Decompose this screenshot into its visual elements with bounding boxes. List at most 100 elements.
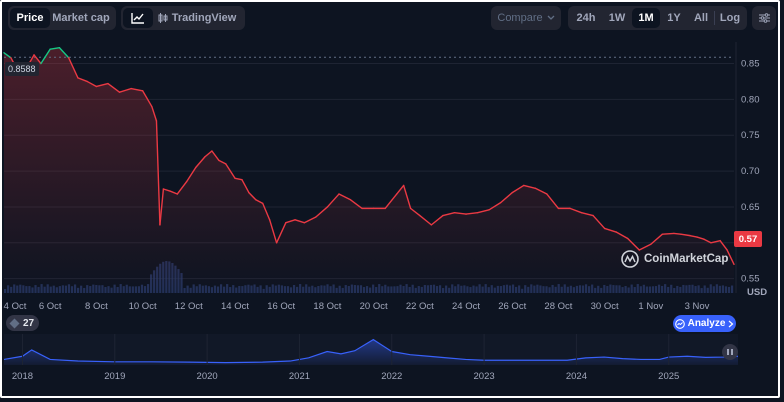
- price-line-segment: [603, 227, 617, 233]
- price-line-segment: [499, 191, 513, 204]
- price-line-segment: [195, 156, 206, 169]
- history-line: [3, 338, 739, 364]
- price-line-segment: [638, 243, 652, 251]
- price-line-segment: [155, 120, 161, 226]
- line-chart-button[interactable]: [123, 8, 153, 28]
- price-line-segment: [225, 163, 236, 179]
- price-line-segment: [49, 47, 61, 50]
- price-line-segment: [118, 87, 132, 93]
- tab-market-cap[interactable]: Market cap: [52, 12, 110, 24]
- price-line-segment: [218, 159, 227, 165]
- analyze-button[interactable]: Analyze: [673, 315, 736, 332]
- price-line-segment: [176, 181, 188, 195]
- price-line-segment: [726, 249, 735, 266]
- price-line-segment: [130, 87, 144, 92]
- x-tick-label: 22 Oct: [406, 301, 434, 312]
- history-tick-label: 2021: [289, 371, 310, 382]
- range-24h[interactable]: 24h: [576, 12, 596, 24]
- price-line-segment: [326, 193, 340, 208]
- y-axis: 0.850.800.750.700.650.600.55: [741, 59, 760, 285]
- coinmarketcap-logo-icon: [621, 250, 639, 268]
- x-tick-label: 6 Oct: [39, 301, 62, 312]
- price-line-segment: [58, 47, 70, 59]
- log-scale-button[interactable]: Log: [719, 12, 741, 24]
- price-line-segment: [162, 188, 172, 192]
- price-series: [3, 47, 735, 293]
- history-tick-label: 2018: [12, 371, 33, 382]
- price-line-segment: [719, 239, 728, 251]
- price-line-segment: [107, 82, 121, 93]
- x-tick-label: 20 Oct: [360, 301, 388, 312]
- price-line-segment: [710, 239, 721, 244]
- price-line-segment: [77, 77, 88, 83]
- price-line-segment: [430, 214, 444, 226]
- x-axis: 4 Oct 6 Oct 8 Oct 10 Oct 12 Oct 14 Oct 16 Oct 1…: [4, 301, 710, 312]
- chevron-down-icon: [547, 15, 555, 20]
- price-line-segment: [338, 193, 352, 201]
- tradingview-label: TradingView: [171, 12, 237, 24]
- history-tick-label: 2024: [566, 371, 587, 382]
- history-tick-label: 2022: [381, 371, 402, 382]
- price-line-segment: [211, 150, 220, 162]
- history-tick-label: 2023: [474, 371, 495, 382]
- price-line-segment: [95, 82, 109, 88]
- price-line-segment: [248, 191, 257, 201]
- price-line-segment: [294, 219, 306, 224]
- settings-button[interactable]: [752, 6, 776, 30]
- history-tick-label: 2020: [197, 371, 218, 382]
- events-badge[interactable]: 27: [6, 315, 40, 331]
- price-line-segment: [67, 57, 79, 79]
- x-tick-label: 30 Oct: [591, 301, 619, 312]
- history-navigator[interactable]: [3, 334, 739, 365]
- price-line-segment: [141, 90, 153, 108]
- history-axis: 2018 2019 2020 2021 2022 2023 2024 2025: [12, 334, 679, 382]
- x-tick-label: 24 Oct: [452, 301, 480, 312]
- analyze-label: Analyze: [687, 318, 726, 329]
- price-line-segment: [453, 211, 467, 215]
- price-marketcap-toggle: Price Market cap: [8, 6, 116, 30]
- price-line-segment: [419, 214, 433, 226]
- compare-dropdown[interactable]: Compare: [491, 6, 561, 30]
- y-tick-label: 0.75: [741, 130, 760, 141]
- range-toggle: 24h 1W 1M 1Y All Log: [568, 6, 747, 30]
- y-tick-label: 0.80: [741, 94, 760, 105]
- pause-button[interactable]: [722, 344, 738, 360]
- price-line-segment: [151, 105, 158, 122]
- price-line-segment: [680, 233, 691, 237]
- range-divider: [714, 11, 715, 25]
- price-line-segment: [204, 150, 213, 158]
- range-1w[interactable]: 1W: [608, 12, 626, 24]
- price-line-segment: [169, 190, 178, 195]
- price-line-segment: [384, 193, 398, 210]
- price-line-segment: [627, 237, 640, 251]
- price-line-segment: [615, 231, 629, 240]
- x-tick-label: 28 Oct: [544, 301, 572, 312]
- coinmarketcap-watermark: CoinMarketCap: [621, 250, 728, 268]
- x-tick-label: 10 Oct: [129, 301, 157, 312]
- sliders-icon: [758, 13, 770, 23]
- x-tick-label: 12 Oct: [175, 301, 203, 312]
- x-tick-label: 14 Oct: [221, 301, 249, 312]
- watermark-text: CoinMarketCap: [644, 253, 729, 265]
- range-all[interactable]: All: [693, 12, 709, 24]
- price-line-segment: [86, 80, 98, 88]
- x-tick-label: 18 Oct: [313, 301, 341, 312]
- price-line-segment: [185, 166, 197, 183]
- tradingview-button[interactable]: TradingView: [153, 8, 241, 28]
- price-line-segment: [241, 178, 250, 194]
- price-line-segment: [442, 211, 456, 217]
- range-1m[interactable]: 1M: [632, 8, 660, 28]
- price-line-segment: [159, 188, 165, 226]
- history-tick-label: 2019: [104, 371, 125, 382]
- price-line-segment: [33, 54, 42, 65]
- y-tick-label: 0.65: [741, 202, 760, 213]
- price-line-segment: [465, 211, 479, 215]
- price-line-segment: [703, 238, 712, 244]
- range-1y[interactable]: 1Y: [667, 12, 681, 24]
- tab-price[interactable]: Price: [10, 8, 50, 28]
- price-line-segment: [262, 202, 271, 221]
- price-line-segment: [546, 193, 560, 210]
- currency-label: USD: [747, 287, 768, 298]
